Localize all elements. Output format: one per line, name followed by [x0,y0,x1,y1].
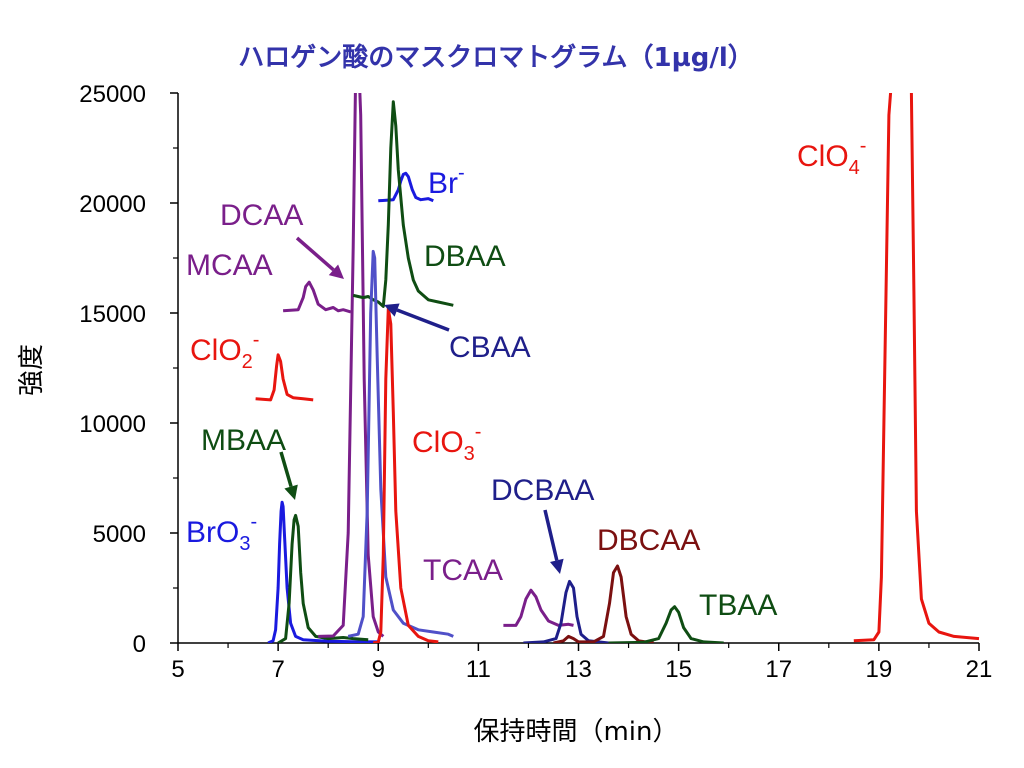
trace-mbaa [277,513,369,643]
annotation-arrow [295,236,344,279]
peak-label-dbaa: DBAA [424,240,506,273]
peak-label-clo2: ClO2- [190,329,259,373]
trace-clo4 [853,93,980,643]
trace-br [378,171,434,203]
traces [255,93,980,643]
peak-label-cbaa: CBAA [449,331,531,364]
peak-label-dcaa: DCAA [220,199,303,232]
axes: 5 7 9 11 13 15 17 19 21 0 5000 10000 15000 20000 25000 [79,81,992,683]
x-tick-label: 11 [466,656,491,683]
peak-labels: ClO4- Br- DCAA DBAA MCAA ClO2- CBAA MBAA ClO3- DC… [186,135,866,622]
peak-label-clo3: ClO3- [412,421,481,465]
x-tick-label: 5 [171,656,184,683]
y-tick-label: 0 [133,631,146,658]
peak-label-mcaa: MCAA [186,249,273,282]
y-tick-label: 10000 [79,411,146,438]
trace-bro3 [267,500,379,643]
peak-label-mbaa: MBAA [201,424,286,457]
x-tick-label: 19 [866,656,893,683]
y-tick-label: 15000 [79,301,146,328]
trace-dcaa [318,93,385,638]
trace-dcbaa [523,579,609,643]
peak-label-bro3: BrO3- [186,511,257,555]
y-tick-label: 20000 [79,191,146,218]
peak-label-clo4: ClO4- [797,135,866,179]
trace-clo2 [255,353,314,402]
y-tick-label: 25000 [79,81,146,108]
peak-label-dbcaa: DBCAA [597,524,700,557]
trace-dbcaa [553,564,654,643]
x-tick-label: 7 [271,656,284,683]
trace-mcaa [282,280,352,314]
trace-dbaa [352,100,454,308]
x-tick-label: 15 [665,656,692,683]
y-tick-label: 5000 [93,521,146,548]
annotation-arrow [543,509,564,574]
x-axis-label: 保持時間（min） [473,717,678,747]
annotation-arrows [279,236,564,574]
trace-clo3 [372,307,439,643]
x-tick-label: 13 [565,656,592,683]
chart-title: ハロゲン酸のマスクロマトグラム（1µg/l） [238,43,753,73]
peak-label-tbaa: TBAA [699,589,777,622]
x-tick-label: 9 [372,656,385,683]
peak-label-dcbaa: DCBAA [491,474,594,507]
annotation-arrow [384,303,450,332]
x-tick-label: 21 [966,656,993,683]
annotation-arrow [279,451,298,500]
peak-label-tcaa: TCAA [423,554,503,587]
trace-tbaa [608,605,724,643]
trace-cbaa [347,249,454,638]
peak-label-br: Br- [428,162,465,200]
x-tick-label: 17 [765,656,792,683]
y-axis-label: 強度 [17,344,47,396]
